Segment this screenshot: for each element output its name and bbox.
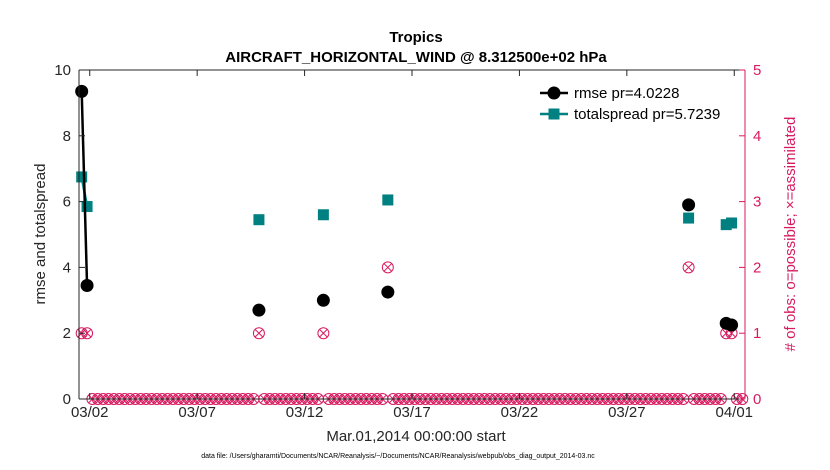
spread-point [81,201,93,213]
y-tick-label: 8 [63,128,71,145]
obs-possible-marker [682,261,695,274]
y2-tick-label: 5 [753,62,761,79]
x-tick-label: 03/22 [501,404,539,421]
x-tick-label: 03/12 [286,404,324,421]
obs-assimilated-marker [82,328,92,338]
x-tick-label: 03/07 [178,404,216,421]
rmse-point [682,198,696,212]
rmse-segment [80,91,89,286]
spread-point [382,194,394,206]
spread-point [683,212,695,224]
y-tick-label: 6 [63,194,71,211]
spread-point [253,214,265,226]
x-axis-label: Mar.01,2014 00:00:00 start [326,428,506,445]
y-tick-label: 4 [63,259,71,276]
obs-possible-marker [381,261,394,274]
y2-tick-label: 3 [753,194,761,211]
rmse-point [75,84,89,98]
x-tick-label: 03/02 [71,404,109,421]
legend: rmse pr=4.0228 totalspread pr=5.7239 [533,82,740,126]
spread-point [726,217,738,229]
obs-assimilated-marker [684,263,693,272]
chart-title: Tropics [389,29,442,46]
obs-assimilated-marker [319,328,328,338]
obs-assimilated-marker [383,263,393,272]
rmse-point [252,303,266,317]
spread-point [317,209,329,221]
y2-tick-label: 0 [753,391,761,408]
rmse-point [80,278,94,292]
y-axis-label: rmse and totalspread [32,164,49,305]
y-tick-label: 10 [54,62,71,79]
obs-possible-marker [252,327,265,340]
legend-spread-label: totalspread pr=5.7239 [574,106,720,123]
data-file-footnote: data file: /Users/gharamti/Documents/NCA… [201,453,595,460]
x-tick-label: 03/27 [608,404,646,421]
chart-subtitle: AIRCRAFT_HORIZONTAL_WIND @ 8.312500e+02 … [225,49,607,66]
legend-box [533,82,740,126]
y2-tick-label: 2 [753,259,761,276]
spread-point [76,171,88,183]
legend-spread-marker [548,108,560,120]
obs-assimilated-marker [254,328,264,338]
y2-tick-label: 4 [753,128,761,145]
obs-possible-marker [317,327,330,340]
rmse-point [316,293,330,307]
y-tick-label: 0 [63,391,71,408]
x-tick-label: 04/01 [715,404,753,421]
rmse-point [381,285,395,299]
y2-tick-label: 1 [753,325,761,342]
rmse-point [725,318,739,332]
y-tick-label: 2 [63,325,71,342]
x-tick-label: 03/17 [393,404,431,421]
y2-axis-label: # of obs: o=possible; ×=assimilated [782,117,799,352]
data-series [75,84,739,332]
legend-rmse-marker [547,86,561,100]
tick-marks: 03/02 03/07 03/12 03/17 03/22 03/27 04/0102468… [54,62,761,421]
legend-rmse-label: rmse pr=4.0228 [574,85,679,102]
